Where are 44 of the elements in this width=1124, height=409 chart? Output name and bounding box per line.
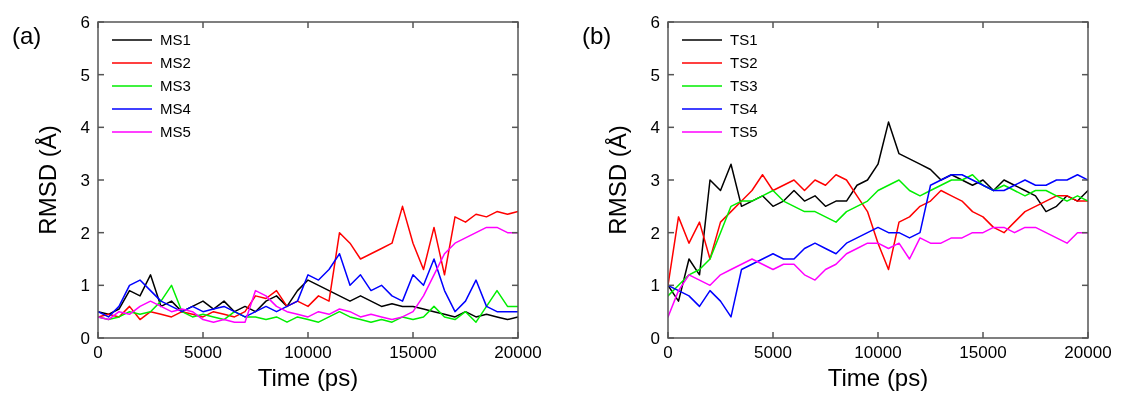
x-tick-label: 20000 <box>494 343 542 362</box>
legend-label: TS5 <box>730 123 758 140</box>
x-tick-label: 15000 <box>389 343 437 362</box>
y-tick-label: 5 <box>650 65 660 85</box>
y-axis-title: RMSD (Å) <box>34 125 61 235</box>
y-axis-title: RMSD (Å) <box>604 125 631 235</box>
y-tick-label: 6 <box>80 13 90 32</box>
y-tick-label: 4 <box>650 118 660 138</box>
x-tick-label: 15000 <box>959 343 1007 362</box>
legend-label: MS3 <box>160 77 191 94</box>
line-series <box>98 274 518 321</box>
y-tick-label: 4 <box>80 118 90 138</box>
y-tick-label: 3 <box>80 171 90 190</box>
legend-label: TS3 <box>730 77 758 94</box>
x-axis-title: Time (ps) <box>827 364 929 391</box>
y-tick-label: 0 <box>650 329 660 348</box>
legend-label: TS1 <box>730 31 758 48</box>
y-tick-label: 2 <box>80 223 90 243</box>
y-tick-label: 1 <box>80 276 90 296</box>
x-tick-label: 5000 <box>754 343 792 362</box>
legend-label: MS4 <box>160 100 191 117</box>
y-tick-label: 1 <box>650 276 660 296</box>
y-tick-label: 5 <box>80 65 90 85</box>
x-tick-label: 0 <box>93 343 103 362</box>
chart-title: (b) <box>582 22 612 49</box>
x-tick-label: 5000 <box>184 343 222 362</box>
y-tick-label: 3 <box>650 171 660 190</box>
y-tick-label: 6 <box>650 13 660 32</box>
line-series <box>98 252 518 318</box>
x-tick-label: 0 <box>663 343 673 362</box>
legend-label: MS2 <box>160 54 191 71</box>
legend-label: TS4 <box>730 100 758 117</box>
x-tick-label: 10000 <box>284 343 332 362</box>
chart-title: (a) <box>12 22 42 49</box>
legend-label: MS5 <box>160 123 191 140</box>
y-tick-label: 2 <box>650 223 660 243</box>
x-axis-title: Time (ps) <box>257 364 359 391</box>
line-series <box>668 121 1088 302</box>
y-tick-label: 0 <box>80 329 90 348</box>
x-tick-label: 20000 <box>1064 343 1112 362</box>
line-series <box>98 205 518 321</box>
legend-label: MS1 <box>160 31 191 48</box>
x-tick-label: 10000 <box>854 343 902 362</box>
legend-label: TS2 <box>730 54 758 71</box>
